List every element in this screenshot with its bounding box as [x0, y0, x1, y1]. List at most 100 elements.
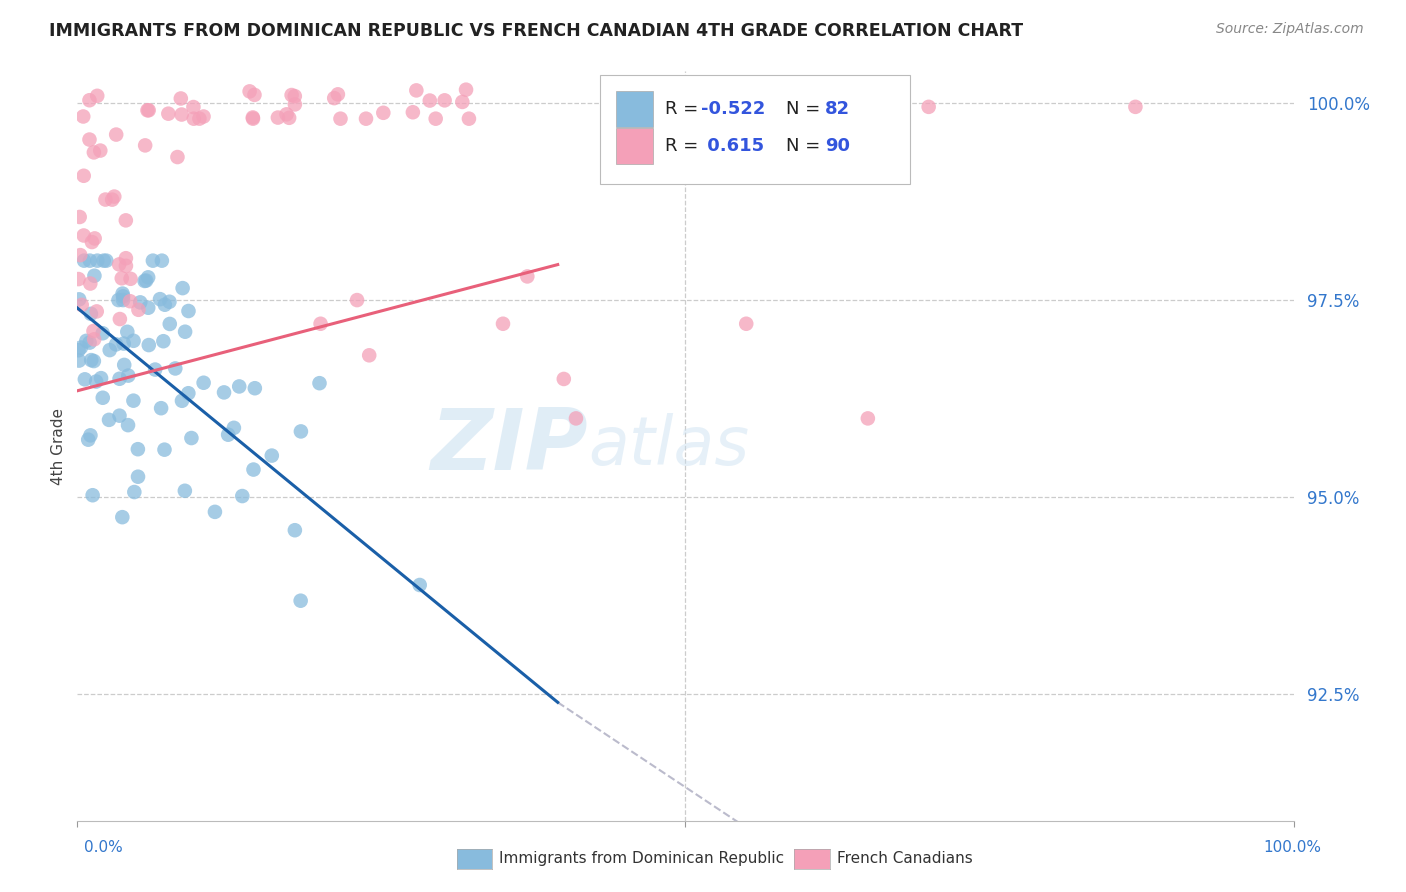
- Point: [136, 270, 159, 285]
- Point: [359, 348, 381, 362]
- Point: [451, 95, 474, 109]
- Point: [373, 105, 395, 120]
- Point: [79, 277, 101, 291]
- Point: [856, 411, 879, 425]
- Point: [79, 335, 101, 350]
- Point: [111, 271, 134, 285]
- Text: 90: 90: [825, 137, 851, 155]
- Point: [516, 269, 538, 284]
- Text: 100.0%: 100.0%: [1264, 840, 1322, 855]
- Point: [918, 100, 941, 114]
- Point: [454, 83, 477, 97]
- Point: [458, 112, 481, 126]
- Point: [354, 112, 377, 126]
- Point: [153, 442, 176, 457]
- Text: atlas: atlas: [588, 413, 749, 479]
- Point: [284, 89, 307, 103]
- Text: N =: N =: [786, 137, 827, 155]
- Text: French Canadians: French Canadians: [837, 851, 973, 865]
- Point: [114, 213, 136, 227]
- Point: [166, 150, 188, 164]
- Point: [83, 268, 105, 283]
- Point: [122, 393, 145, 408]
- Point: [80, 353, 103, 368]
- Point: [402, 105, 425, 120]
- Point: [91, 391, 114, 405]
- Point: [425, 112, 447, 126]
- Point: [193, 110, 215, 124]
- Point: [228, 379, 250, 393]
- Point: [77, 433, 100, 447]
- Point: [127, 469, 149, 483]
- Point: [112, 293, 135, 307]
- Point: [170, 107, 193, 121]
- Point: [115, 259, 138, 273]
- Point: [80, 307, 103, 321]
- Point: [75, 334, 97, 348]
- Text: ZIP: ZIP: [430, 404, 588, 488]
- Point: [70, 341, 93, 355]
- Point: [72, 110, 94, 124]
- Point: [159, 294, 181, 309]
- Point: [152, 334, 174, 349]
- Point: [290, 593, 312, 607]
- Text: Source: ZipAtlas.com: Source: ZipAtlas.com: [1216, 22, 1364, 37]
- Point: [217, 427, 239, 442]
- Point: [280, 88, 302, 103]
- Point: [83, 354, 105, 368]
- Point: [79, 428, 101, 442]
- Point: [82, 324, 104, 338]
- Point: [433, 93, 456, 107]
- Point: [83, 145, 105, 160]
- Point: [323, 91, 346, 105]
- Point: [73, 253, 96, 268]
- Point: [105, 128, 128, 142]
- Point: [136, 103, 159, 118]
- Point: [134, 274, 156, 288]
- Point: [117, 368, 139, 383]
- Point: [103, 189, 125, 203]
- FancyBboxPatch shape: [600, 75, 911, 184]
- Point: [150, 253, 173, 268]
- Text: N =: N =: [786, 100, 827, 118]
- Point: [405, 83, 427, 97]
- Point: [107, 293, 129, 307]
- Point: [90, 371, 112, 385]
- Point: [193, 376, 215, 390]
- Point: [112, 336, 135, 351]
- Bar: [616, 128, 652, 164]
- Point: [120, 272, 142, 286]
- Point: [134, 138, 156, 153]
- Point: [165, 361, 187, 376]
- Point: [108, 409, 131, 423]
- Point: [82, 488, 104, 502]
- Point: [159, 317, 181, 331]
- Point: [204, 505, 226, 519]
- Point: [79, 253, 101, 268]
- Point: [346, 293, 368, 307]
- Point: [117, 325, 139, 339]
- Point: [243, 381, 266, 395]
- Point: [124, 485, 146, 500]
- Point: [409, 578, 432, 592]
- Point: [83, 332, 105, 346]
- Point: [231, 489, 253, 503]
- Point: [243, 87, 266, 102]
- Point: [290, 425, 312, 439]
- Text: 0.0%: 0.0%: [84, 840, 124, 855]
- Point: [284, 523, 307, 537]
- Point: [276, 107, 298, 121]
- Point: [239, 84, 262, 98]
- Point: [242, 112, 264, 126]
- Point: [94, 193, 117, 207]
- Point: [174, 325, 197, 339]
- Point: [127, 302, 149, 317]
- Point: [117, 418, 139, 433]
- Point: [177, 386, 200, 401]
- Text: Immigrants from Dominican Republic: Immigrants from Dominican Republic: [499, 851, 785, 865]
- Text: R =: R =: [665, 100, 704, 118]
- Point: [138, 103, 160, 118]
- Point: [86, 304, 108, 318]
- Point: [329, 112, 352, 126]
- Point: [419, 94, 441, 108]
